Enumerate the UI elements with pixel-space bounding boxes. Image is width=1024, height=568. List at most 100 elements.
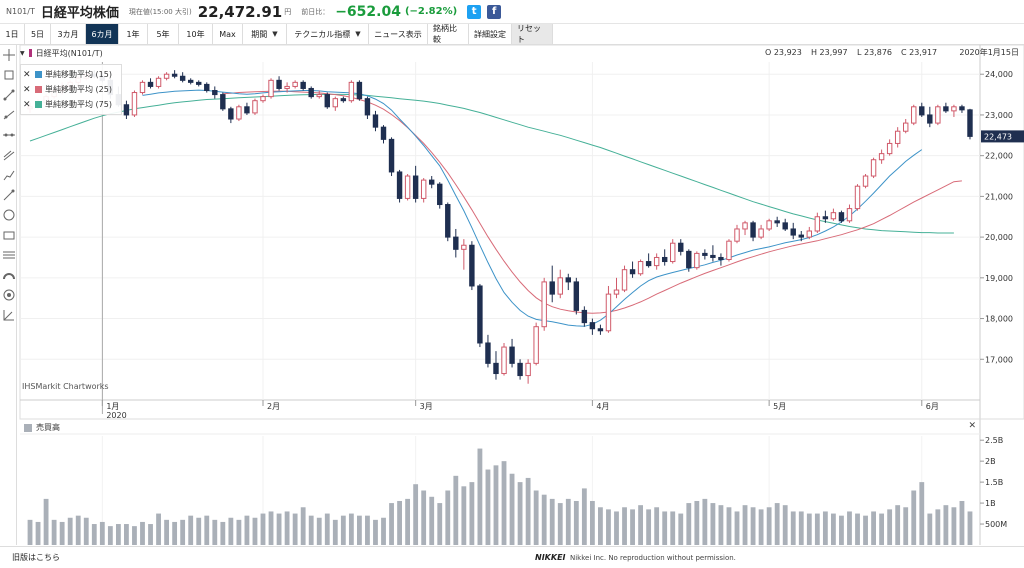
volume-bar xyxy=(702,498,708,545)
volume-tick-label: 500M xyxy=(985,520,1007,529)
watermark: IHSMarkit Chartworks xyxy=(22,382,109,391)
x-tick-label: 5月 xyxy=(773,402,786,411)
fib-icon[interactable] xyxy=(0,165,17,185)
candle-body xyxy=(959,106,965,111)
candle-body xyxy=(637,261,644,275)
settings-button[interactable]: 詳細設定 xyxy=(469,24,512,44)
remove-indicator-icon[interactable]: ✕ xyxy=(23,69,31,80)
volume-bar xyxy=(204,515,210,545)
reset-button[interactable]: リセット xyxy=(512,24,553,44)
candle-body xyxy=(123,104,130,116)
volume-bar xyxy=(27,519,33,545)
volume-bar xyxy=(196,517,202,545)
volume-bar xyxy=(469,482,475,545)
parallel-lines-icon[interactable] xyxy=(0,245,17,265)
collapse-triangle-icon[interactable]: ▼ xyxy=(20,49,25,57)
period-1d-button[interactable]: 1日 xyxy=(0,24,25,44)
rectangle-icon[interactable] xyxy=(0,225,17,245)
candle-body xyxy=(179,75,186,81)
volume-bar xyxy=(565,498,571,545)
candle-body xyxy=(726,240,732,261)
volume-bar xyxy=(967,511,973,545)
period-3m-button[interactable]: 3カ月 xyxy=(51,24,86,44)
angle-icon[interactable] xyxy=(0,305,17,325)
crosshair-icon[interactable] xyxy=(0,45,17,65)
nikkei-logo: NIKKEI xyxy=(535,553,566,562)
candle-body xyxy=(549,281,555,295)
candle-body xyxy=(750,222,756,238)
legend-label: 単純移動平均 (15) xyxy=(45,70,112,79)
candle-body xyxy=(903,122,909,132)
period-5d-button[interactable]: 5日 xyxy=(25,24,51,44)
ray-icon[interactable] xyxy=(0,105,17,125)
candle-body xyxy=(364,98,371,116)
volume-bar xyxy=(638,505,644,545)
candle-body xyxy=(252,100,258,114)
volume-bar xyxy=(284,511,290,545)
indicator-legend: ✕ 単純移動平均 (15) ✕ 単純移動平均 (25) ✕ 単純移動平均 (75… xyxy=(20,64,122,115)
close-icon[interactable]: ✕ xyxy=(968,421,976,431)
candle-body xyxy=(798,234,804,238)
x-tick-label: 2月 xyxy=(267,402,280,411)
old-version-link[interactable]: 旧版はこちら xyxy=(12,553,60,562)
remove-indicator-icon[interactable]: ✕ xyxy=(23,84,31,95)
volume-bar xyxy=(798,511,804,545)
candle-body xyxy=(348,81,355,102)
volume-tick-label: 1.5B xyxy=(985,478,1003,487)
volume-bar xyxy=(549,498,555,545)
candle-body xyxy=(645,261,652,267)
candle-body xyxy=(212,90,218,96)
volume-bar xyxy=(501,461,507,545)
facebook-share-icon[interactable]: f xyxy=(487,4,502,19)
candle-body xyxy=(846,208,853,222)
x-tick-label: 1月 xyxy=(106,402,119,411)
twitter-share-icon[interactable]: t xyxy=(467,4,482,19)
volume-bar xyxy=(951,507,957,545)
arrow-line-icon[interactable] xyxy=(0,185,17,205)
volume-bar xyxy=(670,511,676,545)
period-5y-button[interactable]: 5年 xyxy=(148,24,179,44)
volume-bar xyxy=(99,521,105,545)
technical-label: テクニカル指標 xyxy=(294,29,351,39)
circle-icon[interactable] xyxy=(0,205,17,225)
volume-bar xyxy=(541,494,547,545)
compare-button[interactable]: 銘柄比較 xyxy=(428,24,469,44)
volume-bar xyxy=(308,515,314,545)
candle-body xyxy=(774,220,780,224)
volume-bar xyxy=(839,515,844,545)
volume-bar xyxy=(959,500,965,545)
trend-line-icon[interactable] xyxy=(0,85,17,105)
candle-body xyxy=(830,212,837,220)
remove-indicator-icon[interactable]: ✕ xyxy=(23,99,31,110)
arc-icon[interactable] xyxy=(0,265,17,285)
zoom-box-icon[interactable] xyxy=(0,65,17,85)
period-max-button[interactable]: Max xyxy=(213,24,243,44)
volume-bar xyxy=(614,511,619,545)
price-chart[interactable]: 17,000 18,000 19,000 20,000 21,000 22,000 23,0… xyxy=(0,0,1024,546)
news-button[interactable]: ニュース表示 xyxy=(369,24,428,44)
technical-indicator-dropdown[interactable]: テクニカル指標 ▼ xyxy=(287,24,369,44)
candle-body xyxy=(292,81,298,87)
candle-body xyxy=(204,83,210,92)
period-10y-button[interactable]: 10年 xyxy=(179,24,213,44)
volume-bar xyxy=(726,507,732,545)
candle-body xyxy=(477,285,483,344)
volume-bar xyxy=(332,519,338,545)
volume-bar xyxy=(895,505,901,545)
horizontal-line-icon[interactable] xyxy=(0,125,17,145)
interval-dropdown[interactable]: 期間 ▼ xyxy=(243,24,287,44)
volume-bar xyxy=(140,521,145,545)
candle-body xyxy=(228,108,234,120)
volume-bar xyxy=(919,482,925,545)
candle-body xyxy=(316,94,322,98)
volume-bar xyxy=(654,507,660,545)
volume-bar xyxy=(67,517,73,545)
target-icon[interactable] xyxy=(0,285,17,305)
volume-bar xyxy=(148,524,153,545)
period-6m-button[interactable]: 6カ月 xyxy=(86,24,119,44)
channel-icon[interactable] xyxy=(0,145,17,165)
legend-swatch xyxy=(35,101,42,108)
candle-body xyxy=(308,87,314,98)
period-1y-button[interactable]: 1年 xyxy=(119,24,148,44)
volume-bar xyxy=(348,513,354,545)
